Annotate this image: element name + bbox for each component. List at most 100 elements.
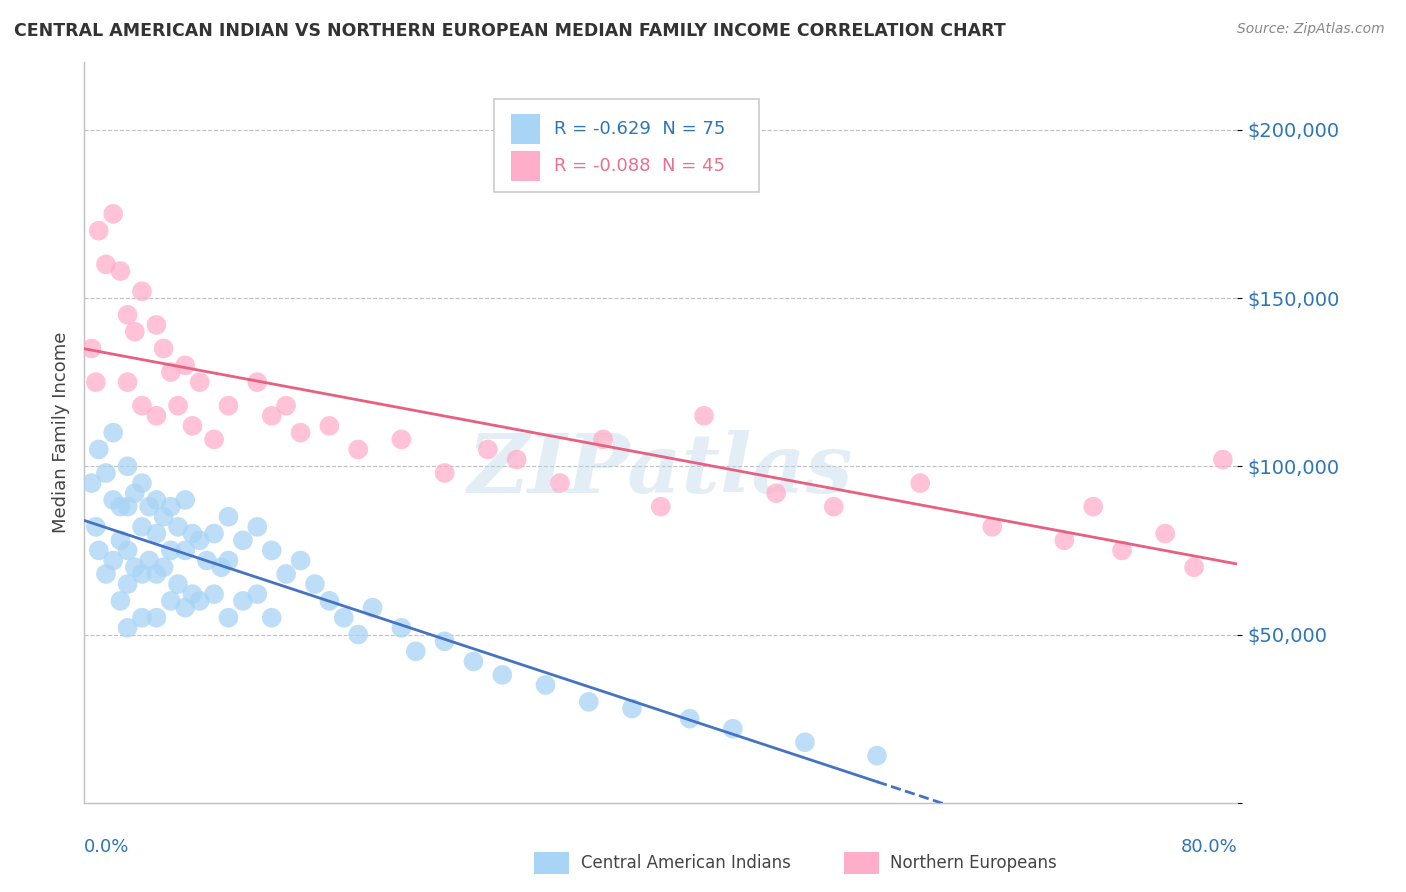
Point xyxy=(981,520,1004,534)
Point xyxy=(131,566,153,581)
Point xyxy=(87,442,110,457)
Point xyxy=(145,409,167,423)
Point xyxy=(152,342,174,356)
Text: Northern Europeans: Northern Europeans xyxy=(890,854,1057,872)
Point xyxy=(318,418,340,433)
Point xyxy=(218,553,240,567)
Point xyxy=(110,533,132,548)
Point xyxy=(276,566,298,581)
Point xyxy=(160,500,183,514)
Point xyxy=(167,520,190,534)
FancyBboxPatch shape xyxy=(510,152,540,181)
Point xyxy=(117,308,139,322)
Point xyxy=(209,560,232,574)
Point xyxy=(145,492,167,507)
Point xyxy=(181,526,204,541)
Point xyxy=(188,594,211,608)
Point xyxy=(650,500,672,514)
Point xyxy=(188,375,211,389)
Point xyxy=(1083,500,1105,514)
Point xyxy=(138,500,160,514)
Point xyxy=(232,594,254,608)
Point xyxy=(548,476,571,491)
Point xyxy=(823,500,845,514)
Point xyxy=(167,399,190,413)
Point xyxy=(117,459,139,474)
Point xyxy=(110,594,132,608)
Point xyxy=(117,621,139,635)
Point xyxy=(103,492,124,507)
Text: R = -0.088  N = 45: R = -0.088 N = 45 xyxy=(554,157,724,175)
Text: Central American Indians: Central American Indians xyxy=(581,854,790,872)
Point xyxy=(110,500,132,514)
Point xyxy=(103,207,124,221)
Point xyxy=(491,668,513,682)
Point xyxy=(160,594,183,608)
Point xyxy=(347,442,370,457)
Point xyxy=(87,224,110,238)
Point xyxy=(721,722,744,736)
Text: 0.0%: 0.0% xyxy=(84,838,129,855)
FancyBboxPatch shape xyxy=(510,114,540,144)
Point xyxy=(188,533,211,548)
Text: Source: ZipAtlas.com: Source: ZipAtlas.com xyxy=(1237,22,1385,37)
Point xyxy=(84,520,107,534)
Point xyxy=(94,257,117,271)
Point xyxy=(260,409,283,423)
Point xyxy=(1212,452,1234,467)
Point xyxy=(131,476,153,491)
Point xyxy=(592,433,614,447)
Point xyxy=(679,712,702,726)
Point xyxy=(534,678,557,692)
Point xyxy=(138,553,160,567)
Point xyxy=(124,486,146,500)
Point xyxy=(391,433,413,447)
Point xyxy=(181,587,204,601)
Point xyxy=(131,285,153,299)
Point xyxy=(318,594,340,608)
Point xyxy=(578,695,600,709)
Point xyxy=(463,655,485,669)
Point xyxy=(131,610,153,624)
Point xyxy=(218,610,240,624)
Point xyxy=(202,433,225,447)
Text: 80.0%: 80.0% xyxy=(1181,838,1237,855)
Point xyxy=(477,442,499,457)
Point xyxy=(117,577,139,591)
Point xyxy=(794,735,817,749)
Point xyxy=(1053,533,1076,548)
Point xyxy=(246,375,269,389)
Point xyxy=(160,365,183,379)
Point xyxy=(506,452,529,467)
Point xyxy=(218,509,240,524)
Point xyxy=(152,560,174,574)
Point xyxy=(145,566,167,581)
Point xyxy=(167,577,190,591)
Point xyxy=(131,520,153,534)
Point xyxy=(218,399,240,413)
Point xyxy=(145,318,167,332)
FancyBboxPatch shape xyxy=(494,99,759,192)
Point xyxy=(246,587,269,601)
Point xyxy=(246,520,269,534)
Point xyxy=(1111,543,1133,558)
Text: ZIPatlas: ZIPatlas xyxy=(468,430,853,509)
Point xyxy=(910,476,932,491)
Point xyxy=(260,610,283,624)
Text: R = -0.629  N = 75: R = -0.629 N = 75 xyxy=(554,120,725,138)
Point xyxy=(124,560,146,574)
Point xyxy=(181,418,204,433)
Point xyxy=(117,500,139,514)
Point xyxy=(174,543,197,558)
Point xyxy=(361,600,384,615)
Point xyxy=(160,543,183,558)
Point xyxy=(765,486,787,500)
Point xyxy=(174,492,197,507)
Point xyxy=(152,509,174,524)
Point xyxy=(260,543,283,558)
Point xyxy=(195,553,218,567)
Point xyxy=(145,526,167,541)
Point xyxy=(94,466,117,480)
Y-axis label: Median Family Income: Median Family Income xyxy=(52,332,70,533)
Point xyxy=(232,533,254,548)
